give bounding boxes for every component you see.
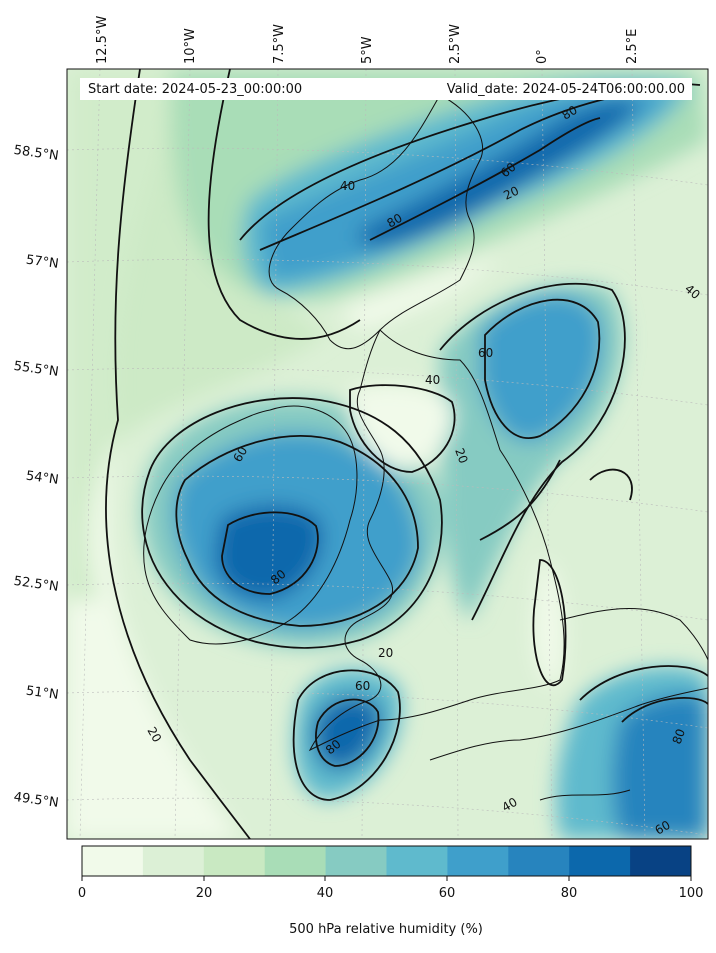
colorbar-swatch <box>569 846 631 876</box>
contour-label-40: 40 <box>425 373 440 387</box>
contour-label-60: 60 <box>653 818 673 838</box>
colorbar-swatch <box>508 846 570 876</box>
contour-label-60: 60 <box>478 346 493 360</box>
lon-label: 5°W <box>360 36 375 64</box>
contour-label-40: 40 <box>500 795 520 815</box>
graticule <box>67 69 708 839</box>
lon-label: 10°W <box>183 28 198 64</box>
colorbar-label: 500 hPa relative humidity (%) <box>289 922 483 937</box>
lat-label: 51°N <box>25 684 60 703</box>
latitude-labels: 58.5°N 57°N 55.5°N 54°N 52.5°N 51°N 49.5… <box>13 143 60 811</box>
colorbar-swatch <box>447 846 509 876</box>
lat-label: 58.5°N <box>13 143 60 164</box>
start-date-label: Start date: 2024-05-23_00:00:00 <box>88 82 302 97</box>
contour-label-80: 80 <box>385 211 405 231</box>
colorbar-tick-label: 100 <box>679 886 704 901</box>
colorbar-swatch <box>264 846 327 876</box>
lat-label: 54°N <box>25 469 60 488</box>
colorbar-swatch <box>325 846 387 876</box>
lat-label: 52.5°N <box>13 574 60 595</box>
contour-label-40: 40 <box>340 179 355 193</box>
contour-label-20: 20 <box>144 725 164 745</box>
map-area: 20 20 20 20 40 40 40 40 60 60 60 60 60 8… <box>67 69 708 839</box>
contour-label-20: 20 <box>501 184 521 203</box>
contour-label-20: 20 <box>378 646 393 660</box>
colorbar-tick-label: 20 <box>196 886 213 901</box>
longitude-labels: 12.5°W 10°W 7.5°W 5°W 2.5°W 0° 2.5°E <box>95 16 640 64</box>
colorbar-swatch <box>142 846 205 876</box>
contour-label-20: 20 <box>452 446 470 465</box>
lat-label: 55.5°N <box>13 359 60 380</box>
colorbar-ticks: 0 20 40 60 80 100 <box>78 876 704 901</box>
colorbar-border <box>81 845 692 877</box>
lon-label: 2.5°W <box>448 24 463 64</box>
humidity-field <box>67 69 708 839</box>
colorbar-tick-label: 60 <box>439 886 456 901</box>
date-banner <box>80 78 692 100</box>
colorbar-swatch <box>630 846 692 876</box>
map-frame <box>66 68 709 840</box>
colorbar <box>81 845 692 877</box>
contour-label-80: 80 <box>670 727 688 746</box>
lon-label: 12.5°W <box>95 16 110 64</box>
contour-label-80: 80 <box>560 103 580 123</box>
lat-label: 57°N <box>25 253 60 272</box>
colorbar-tick-label: 80 <box>561 886 578 901</box>
colorbar-tick-label: 0 <box>78 886 86 901</box>
lon-label: 0° <box>535 49 550 64</box>
lat-label: 49.5°N <box>13 790 60 811</box>
valid-date-label: Valid_date: 2024-05-24T06:00:00.00 <box>447 82 685 97</box>
colorbar-tick-label: 40 <box>317 886 334 901</box>
colorbar-swatch <box>82 846 144 876</box>
contour-label-60: 60 <box>230 444 250 464</box>
lon-label: 2.5°E <box>625 29 640 64</box>
colorbar-swatch <box>386 846 448 876</box>
colorbar-swatch <box>203 846 266 876</box>
lon-label: 7.5°W <box>272 24 287 64</box>
contour-label-60: 60 <box>355 679 370 693</box>
